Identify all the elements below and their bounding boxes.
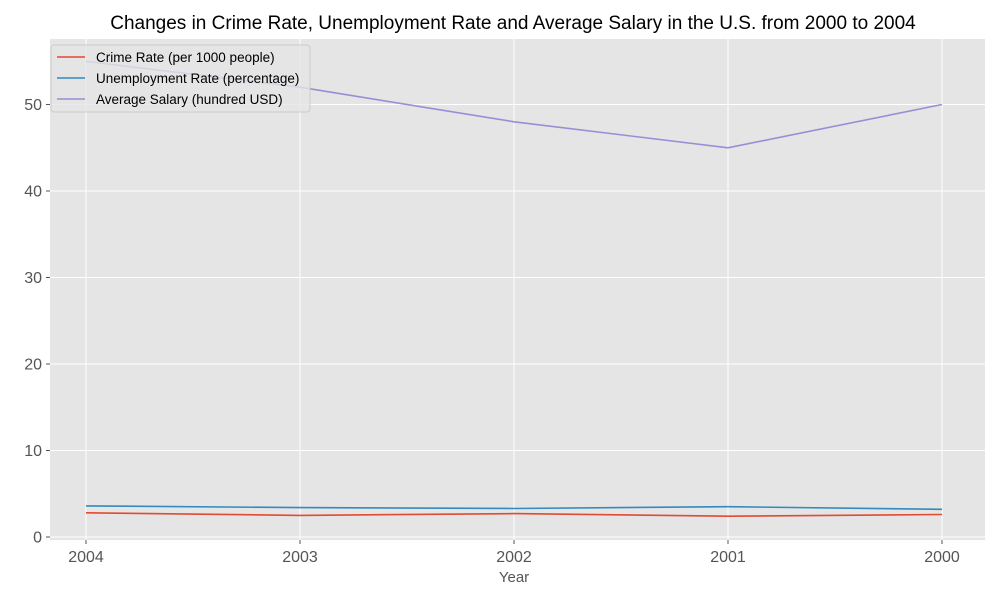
legend-box	[50, 44, 311, 113]
x-tick-label: 2003	[282, 549, 318, 566]
ticks-layer: 0 10 20 30 40 50 2004 2003 2002 2001 2000	[24, 97, 960, 566]
x-tick-label: 2001	[710, 549, 746, 566]
chart-title: Changes in Crime Rate, Unemployment Rate…	[110, 13, 916, 34]
y-tick-label: 50	[24, 97, 42, 114]
legend-label-average: Average Salary (hundred USD)	[96, 92, 283, 107]
legend: Crime Rate (per 1000 people) Unemployment…	[50, 44, 311, 113]
plot-background	[50, 39, 985, 540]
x-tick-label: 2000	[924, 549, 960, 566]
series-line-crime	[85, 512, 943, 518]
x-tick-label: 2002	[496, 549, 532, 566]
y-tick-label: 40	[24, 184, 42, 201]
series-line-unemployment	[85, 505, 943, 511]
y-tick-label: 10	[24, 443, 42, 460]
y-tick-label: 30	[24, 270, 42, 287]
legend-label-unemployment: Unemployment Rate (percentage)	[96, 71, 299, 86]
x-tick-label: 2004	[68, 549, 104, 566]
x-axis-label: Year	[499, 569, 529, 586]
legend-label-crime: Crime Rate (per 1000 people)	[96, 50, 275, 65]
y-tick-label: 20	[24, 357, 42, 374]
y-tick-label: 0	[33, 530, 42, 547]
legend-entries: Crime Rate (per 1000 people) Unemployment…	[57, 50, 299, 107]
